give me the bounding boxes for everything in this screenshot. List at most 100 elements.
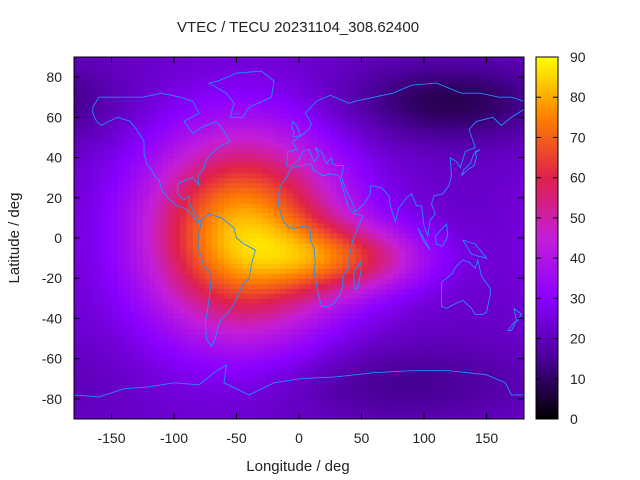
heatmap-cell	[449, 172, 456, 179]
heatmap-cell	[261, 388, 269, 395]
heatmap-cell	[149, 62, 156, 68]
heatmap-cell	[255, 87, 263, 93]
heatmap-cell	[499, 278, 506, 284]
heatmap-cell	[180, 147, 188, 154]
heatmap-cell	[305, 177, 313, 184]
heatmap-cell	[299, 303, 306, 309]
heatmap-cell	[192, 82, 200, 88]
heatmap-cell	[474, 323, 481, 330]
heatmap-cell	[461, 197, 469, 204]
heatmap-cell	[436, 293, 444, 299]
heatmap-cell	[280, 92, 288, 98]
heatmap-cell	[305, 117, 313, 123]
heatmap-cell	[461, 212, 469, 219]
heatmap-cell	[161, 177, 169, 184]
heatmap-cell	[430, 333, 438, 340]
heatmap-cell	[74, 258, 81, 264]
heatmap-cell	[474, 162, 481, 169]
heatmap-cell	[299, 102, 306, 108]
heatmap-cell	[286, 97, 294, 103]
heatmap-cell	[130, 348, 138, 355]
heatmap-cell	[92, 318, 100, 325]
heatmap-cell	[192, 222, 200, 229]
heatmap-cell	[274, 107, 281, 113]
heatmap-cell	[455, 388, 463, 395]
heatmap-cell	[374, 333, 381, 340]
heatmap-cell	[242, 298, 250, 304]
heatmap-cell	[111, 177, 119, 184]
heatmap-cell	[174, 348, 181, 355]
heatmap-cell	[267, 403, 275, 410]
heatmap-cell	[342, 283, 350, 289]
heatmap-cell	[130, 313, 138, 320]
heatmap-cell	[180, 132, 188, 139]
heatmap-cell	[474, 207, 481, 214]
heatmap-cell	[436, 162, 444, 169]
heatmap-cell	[380, 172, 388, 179]
heatmap-cell	[399, 202, 406, 209]
heatmap-cell	[267, 137, 275, 144]
heatmap-cell	[124, 278, 131, 284]
heatmap-cell	[324, 393, 331, 400]
heatmap-cell	[336, 227, 344, 234]
heatmap-cell	[255, 67, 263, 73]
heatmap-cell	[349, 318, 356, 325]
heatmap-cell	[342, 212, 350, 219]
heatmap-cell	[142, 393, 150, 400]
heatmap-cell	[161, 293, 169, 299]
heatmap-cell	[405, 62, 413, 68]
heatmap-cell	[267, 217, 275, 224]
heatmap-cell	[305, 122, 313, 128]
heatmap-cell	[155, 147, 163, 154]
heatmap-cell	[124, 197, 131, 204]
heatmap-cell	[467, 278, 475, 284]
heatmap-cell	[480, 117, 488, 123]
heatmap-cell	[124, 227, 131, 234]
heatmap-cell	[392, 217, 400, 224]
heatmap-cell	[161, 187, 169, 194]
heatmap-cell	[355, 92, 363, 98]
heatmap-cell	[230, 227, 238, 234]
heatmap-cell	[274, 77, 281, 83]
heatmap-cell	[155, 132, 163, 139]
heatmap-cell	[199, 122, 206, 128]
heatmap-cell	[317, 268, 325, 274]
heatmap-cell	[186, 358, 194, 365]
heatmap-cell	[355, 243, 363, 249]
heatmap-cell	[424, 97, 431, 103]
heatmap-cell	[167, 157, 175, 164]
heatmap-cell	[211, 413, 219, 419]
heatmap-cell	[211, 222, 219, 229]
heatmap-cell	[124, 207, 131, 214]
heatmap-cell	[161, 62, 169, 68]
heatmap-cell	[180, 177, 188, 184]
heatmap-cell	[442, 137, 450, 144]
heatmap-cell	[192, 167, 200, 174]
heatmap-cell	[242, 343, 250, 350]
heatmap-cell	[449, 383, 456, 390]
heatmap-cell	[461, 202, 469, 209]
heatmap-cell	[417, 62, 425, 68]
heatmap-cell	[480, 268, 488, 274]
heatmap-cell	[349, 172, 356, 179]
heatmap-cell	[317, 338, 325, 345]
heatmap-cell	[186, 338, 194, 345]
heatmap-cell	[267, 127, 275, 134]
heatmap-cell	[224, 157, 231, 164]
heatmap-cell	[124, 323, 131, 330]
heatmap-cell	[217, 358, 225, 365]
heatmap-cell	[330, 343, 338, 350]
heatmap-cell	[299, 313, 306, 320]
heatmap-cell	[192, 328, 200, 335]
heatmap-cell	[461, 102, 469, 108]
heatmap-cell	[186, 137, 194, 144]
heatmap-cell	[455, 167, 463, 174]
heatmap-cell	[467, 238, 475, 244]
heatmap-cell	[336, 142, 344, 149]
heatmap-cell	[461, 172, 469, 179]
heatmap-cell	[136, 212, 144, 219]
heatmap-cell	[330, 92, 338, 98]
heatmap-cell	[86, 217, 94, 224]
heatmap-cell	[74, 202, 81, 209]
heatmap-cell	[174, 393, 181, 400]
